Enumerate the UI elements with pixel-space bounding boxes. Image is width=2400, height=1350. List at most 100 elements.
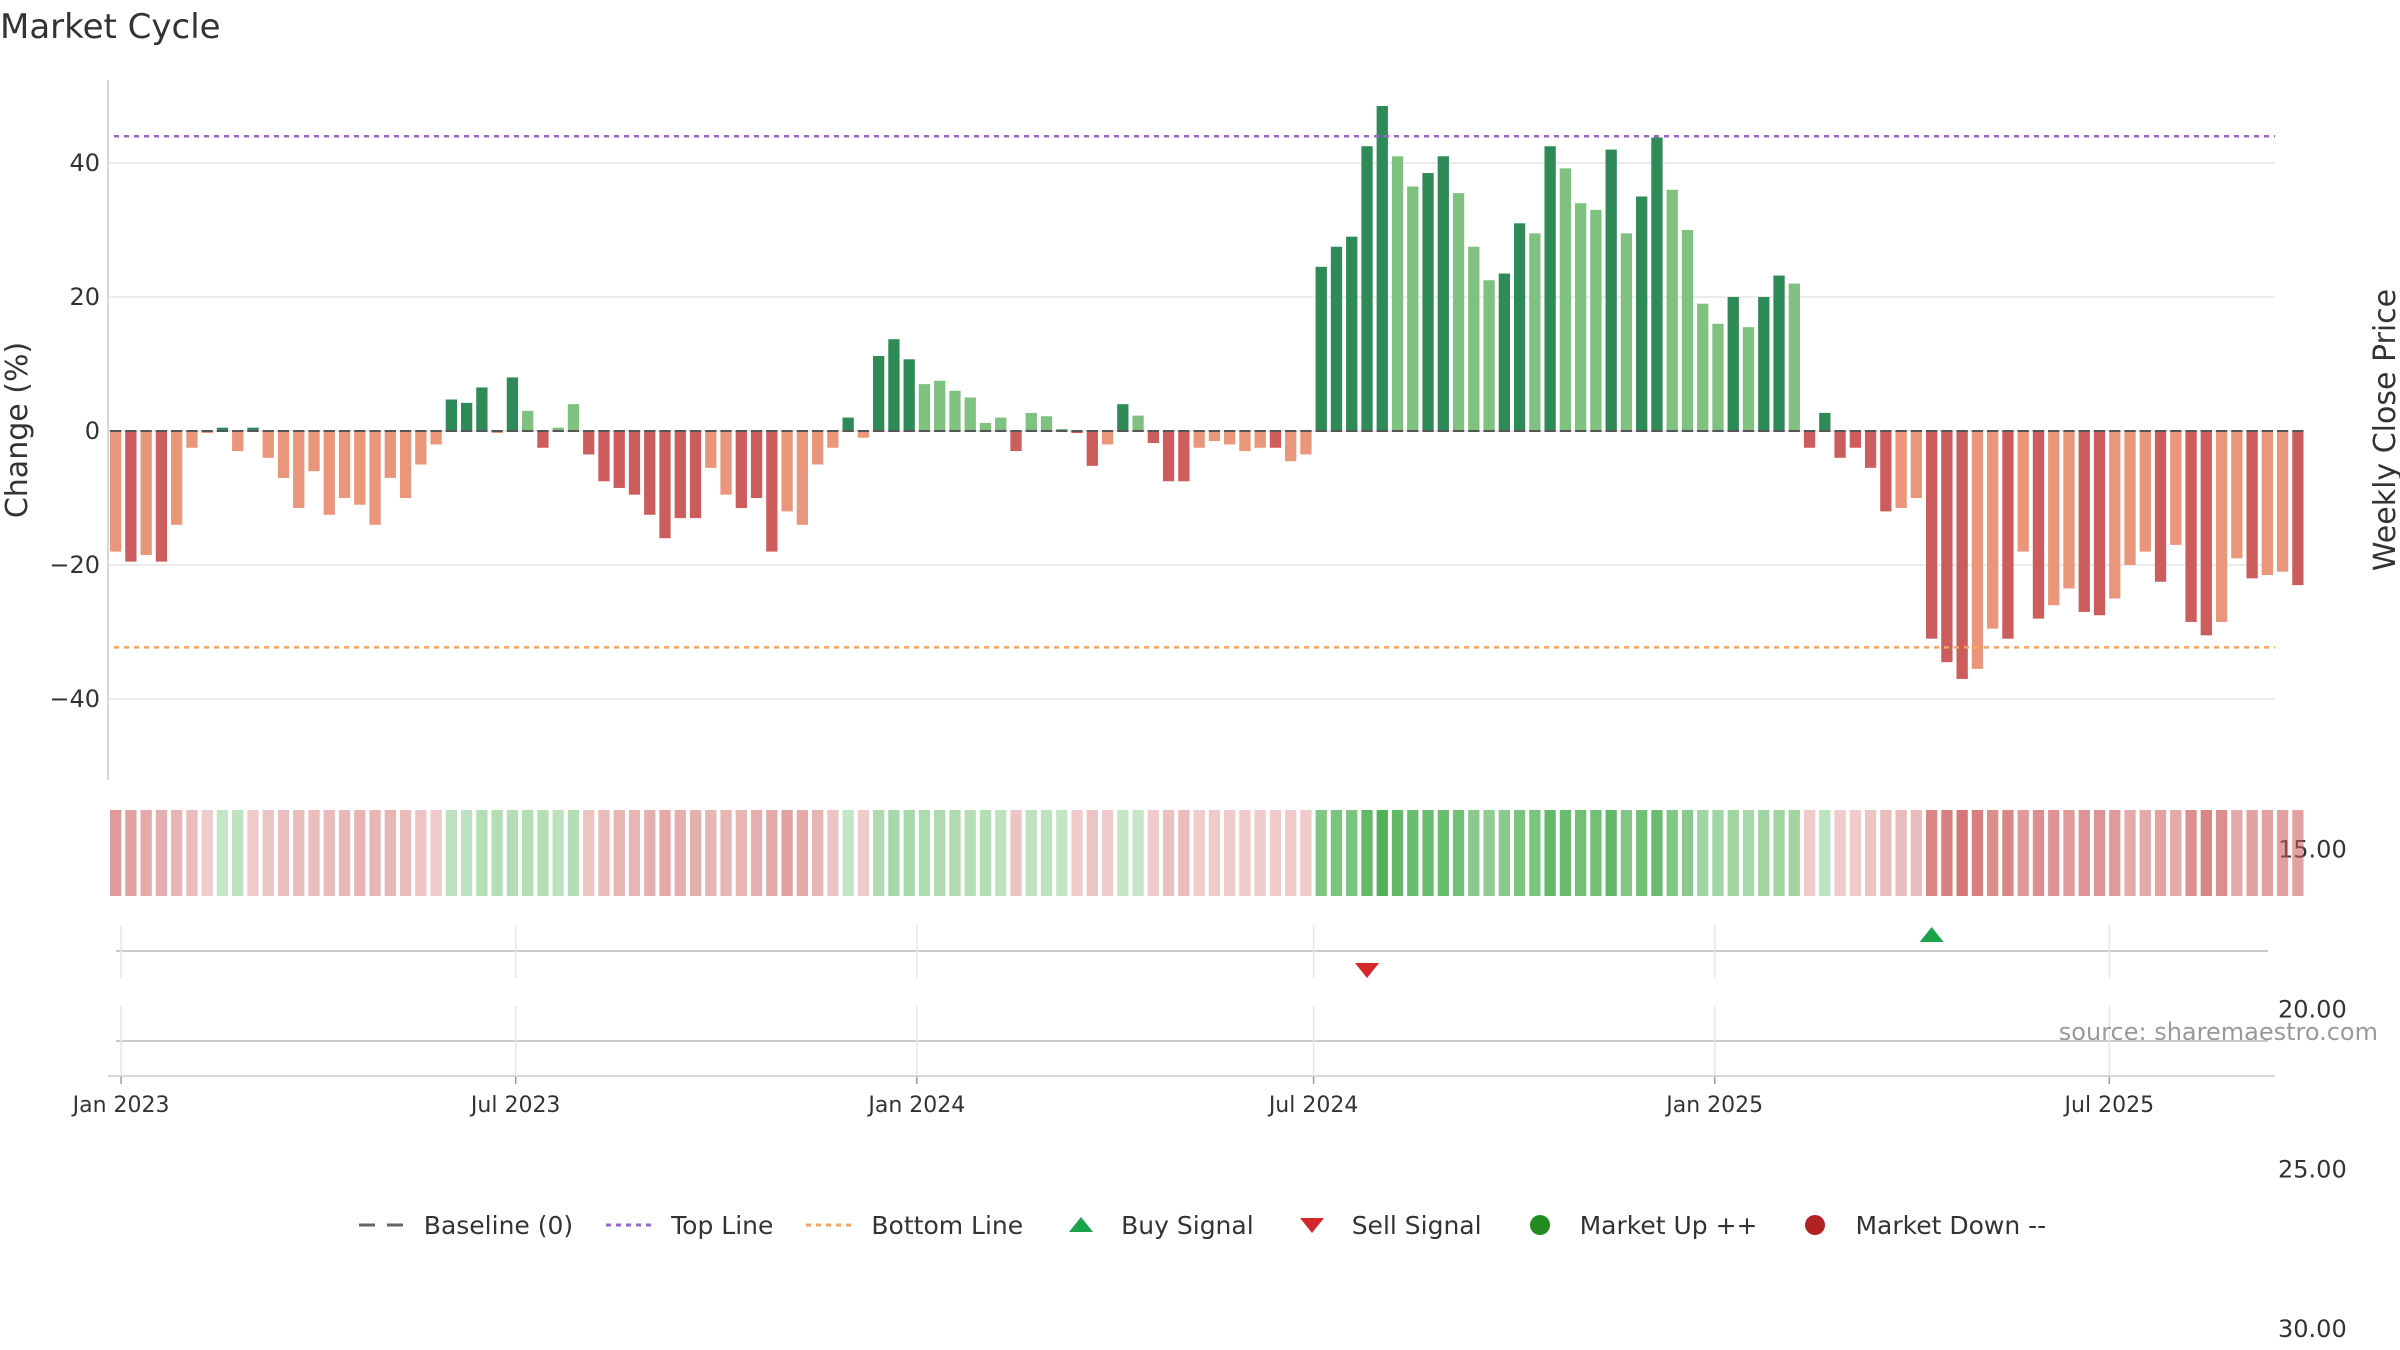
heat-cell — [186, 810, 198, 896]
bar — [995, 417, 1007, 431]
heat-cell — [2124, 810, 2136, 896]
heat-cell — [1147, 810, 1159, 896]
heat-cell — [720, 810, 732, 896]
bar — [1269, 431, 1282, 448]
bar — [781, 431, 793, 512]
y-tick-label: 40 — [69, 149, 100, 177]
heat-cell — [1910, 810, 1923, 896]
legend-top-line-symbol — [606, 1223, 657, 1227]
heat-cell — [1697, 810, 1709, 896]
heat-cell — [644, 810, 656, 896]
heat-cell — [659, 810, 671, 896]
legend-triangle — [1069, 1217, 1094, 1232]
bar — [1620, 233, 1633, 431]
heat-cell — [445, 810, 458, 896]
heat-cell — [491, 810, 503, 896]
heat-cell — [277, 810, 290, 896]
heat-cell — [1193, 810, 1205, 896]
heat-cell — [1651, 810, 1663, 896]
bar — [1025, 412, 1037, 431]
bar — [537, 431, 549, 448]
source-note: source: sharemaestro.com — [2059, 1018, 2378, 1046]
heat-cell — [2002, 810, 2014, 896]
bar — [1910, 431, 1923, 498]
bar — [2261, 431, 2274, 576]
heat-cell — [2246, 810, 2258, 896]
legend-item: Baseline (0) — [354, 1210, 573, 1240]
heat-cell — [476, 810, 488, 896]
heat-cell — [1498, 810, 1510, 896]
legend: Baseline (0) Top Line Bottom Line Buy Signa… — [0, 1205, 2400, 1245]
heat-cell — [1071, 810, 1083, 896]
bar — [720, 431, 732, 495]
x-tick-label: Jan 2025 — [1664, 1093, 1763, 1118]
legend-circle — [1529, 1215, 1550, 1235]
bar — [1544, 146, 1556, 431]
heat-cell — [766, 810, 778, 896]
bar — [125, 431, 137, 562]
heat-cell — [201, 810, 213, 896]
bar — [659, 431, 671, 539]
y-tick-label: −20 — [49, 551, 100, 579]
x-tick-label: Jan 2024 — [866, 1093, 965, 1118]
legend-bottom-line-symbol — [806, 1223, 857, 1227]
heat-cell — [537, 810, 549, 896]
signal-panel — [108, 925, 2275, 1077]
heat-cell — [232, 810, 244, 896]
heat-cell — [155, 810, 168, 896]
heat-cell — [1117, 810, 1129, 896]
y2-axis-title: Weekly Close Price — [2368, 289, 2400, 571]
bar — [552, 427, 564, 431]
heat-cell — [1712, 810, 1724, 896]
bar — [1162, 431, 1175, 482]
bar — [689, 431, 702, 519]
heat-cell — [1086, 810, 1098, 896]
legend-label: Buy Signal — [1121, 1210, 1254, 1240]
y2-tick-label: 15.00 — [2278, 836, 2347, 864]
bar — [1834, 431, 1846, 458]
heat-cell — [979, 810, 992, 896]
heat-cell — [705, 810, 717, 896]
y2-tick-label: 25.00 — [2278, 1155, 2347, 1183]
bar — [1773, 275, 1785, 431]
legend-label: Baseline (0) — [423, 1210, 574, 1240]
heat-cell — [506, 810, 519, 896]
heat-cell — [842, 810, 854, 896]
bar — [1239, 431, 1251, 452]
bar — [1346, 236, 1358, 431]
bar — [1758, 297, 1770, 431]
bar — [1132, 415, 1144, 431]
bar — [1101, 431, 1114, 445]
bar — [1483, 280, 1495, 431]
legend-item: Bottom Line — [801, 1210, 1023, 1240]
heat-cell — [2139, 810, 2151, 896]
bar — [1697, 303, 1709, 431]
heat-cell — [369, 810, 381, 896]
bar — [1391, 156, 1404, 432]
bar — [1681, 230, 1694, 431]
heat-cell — [1834, 810, 1846, 896]
legend-baseline-symbol — [358, 1223, 409, 1227]
legend-market-up-icon — [1529, 1215, 1550, 1235]
heat-cell — [1590, 810, 1602, 896]
bar — [2032, 431, 2045, 619]
heat-cell — [338, 810, 351, 896]
heat-cell — [735, 810, 747, 896]
bar — [1361, 146, 1373, 431]
bar — [155, 431, 168, 562]
legend-item: Buy Signal — [1051, 1210, 1254, 1240]
x-tick-label: Jul 2025 — [2063, 1093, 2155, 1118]
heat-cell — [1315, 810, 1327, 896]
heat-cell — [1620, 810, 1633, 896]
bar — [1422, 173, 1434, 432]
bar — [2215, 431, 2228, 622]
legend-item: Sell Signal — [1282, 1210, 1482, 1240]
heat-cell — [2063, 810, 2075, 896]
chart-title: Market Cycle — [0, 7, 221, 47]
heat-cell — [399, 810, 412, 896]
bar — [2231, 431, 2243, 559]
heat-cell — [918, 810, 931, 896]
heat-cell — [430, 810, 442, 896]
heat-cell — [1376, 810, 1388, 896]
